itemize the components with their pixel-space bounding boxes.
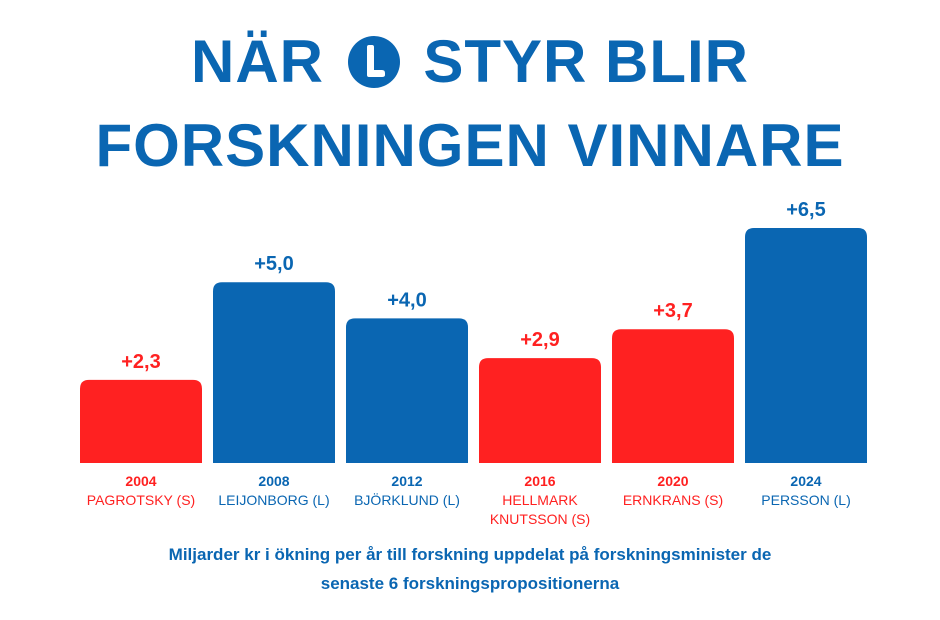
data-label: +2,3	[121, 351, 160, 373]
x-tick-minister: PERSSON (L)	[761, 492, 850, 508]
x-tick-minister: PAGROTSKY (S)	[87, 492, 195, 508]
bar-2016	[479, 358, 601, 463]
x-tick-year: 2016	[524, 473, 555, 489]
data-label: +6,5	[786, 199, 825, 221]
x-tick-year: 2020	[657, 473, 688, 489]
x-tick-minister: KNUTSSON (S)	[490, 511, 590, 527]
bar-chart: +2,3 2004 PAGROTSKY (S) +5,0 2008 LEIJONBORG …	[80, 199, 867, 527]
x-tick-minister: LEIJONBORG (L)	[218, 492, 329, 508]
bar-2012	[346, 318, 468, 463]
x-tick-year: 2008	[258, 473, 289, 489]
bar-2024	[745, 228, 867, 463]
bar-2004	[80, 379, 202, 463]
title-line-1: NÄR STYR BLIR	[0, 32, 940, 92]
title-line-2: FORSKNINGEN VINNARE	[95, 112, 845, 179]
subtitle-line-2: senaste 6 forskningspropositionerna	[320, 574, 620, 593]
title-text-styr-blir: STYR BLIR	[423, 28, 749, 95]
subtitle-line-1: Miljarder kr i ökning per år till forskn…	[168, 545, 772, 564]
bar-2008	[213, 282, 335, 463]
title-text-nar: NÄR	[190, 28, 324, 95]
x-tick-minister: BJÖRKLUND (L)	[354, 491, 460, 508]
x-tick-minister: HELLMARK	[502, 492, 578, 508]
chart-subtitle: Miljarder kr i ökning per år till forskn…	[0, 540, 940, 598]
x-tick-year: 2012	[391, 473, 422, 489]
x-tick-year: 2024	[790, 473, 821, 489]
data-label: +5,0	[254, 253, 293, 275]
liberalerna-logo-icon	[347, 36, 400, 88]
data-label: +2,9	[520, 329, 559, 351]
x-tick-year: 2004	[125, 473, 156, 489]
x-tick-minister: ERNKRANS (S)	[623, 492, 723, 508]
data-label: +3,7	[653, 300, 692, 322]
bar-2020	[612, 329, 734, 463]
data-label: +4,0	[387, 289, 426, 311]
